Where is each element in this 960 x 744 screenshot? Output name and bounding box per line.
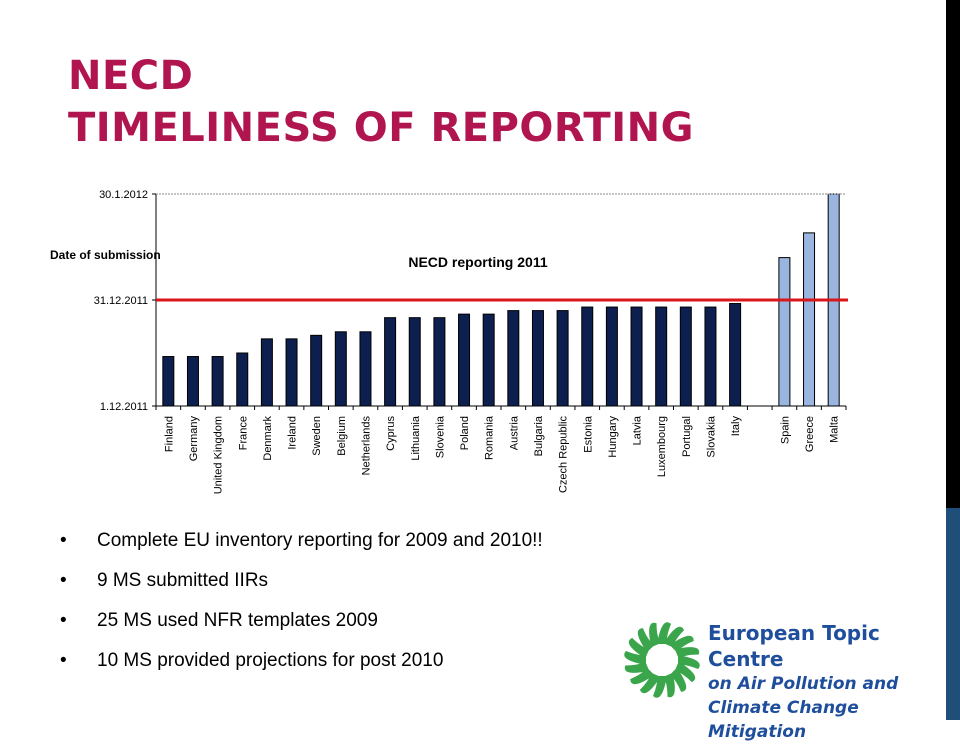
bar-italy [729,303,742,407]
etc-logo: European Topic Centre on Air Pollution a… [620,612,930,742]
x-tick-label: United Kingdom [213,416,225,494]
bar-finland [162,356,175,407]
x-tick-label: Finland [163,416,175,452]
logo-ray [637,628,655,653]
x-tick-labels: Finland Germany United Kingdom France Denmar… [163,415,840,494]
y-tick-label: 31.12.2011 [94,295,148,307]
x-tick-label: Portugal [681,416,693,457]
bar-estonia [581,306,594,407]
logo-ray [678,655,700,669]
bar-sweden [310,334,323,407]
bar-united-kingdom [211,356,224,407]
logo-ray [628,637,650,659]
bullet-item: • Complete EU inventory reporting for 200… [60,524,543,564]
bars-layer [155,193,847,410]
bar-netherlands [359,331,372,407]
logo-ray [669,667,687,692]
bar-czech-republic [556,310,569,407]
logo-ray [657,622,671,644]
logo-ray [649,622,661,648]
bar-germany [186,356,199,407]
x-tick-label: Netherlands [360,416,372,476]
bar-latvia [630,306,643,407]
logo-line-1: European Topic Centre [708,621,880,671]
x-tick-label: Estonia [582,415,594,453]
slide-title: NECD TIMELINESS OF REPORTING [68,50,694,154]
logo-ray [663,626,685,648]
x-tick-label: Greece [804,416,816,452]
y-tick-label: 30.1.2012 [99,189,148,201]
bullet-item: • 10 MS provided projections for post 201… [60,644,543,684]
bar-cyprus [384,317,397,407]
x-tick-label: Denmark [262,416,274,461]
bullet-item: • 25 MS used NFR templates 2009 [60,604,543,644]
bar-belgium [334,331,347,407]
bullet-text: 25 MS used NFR templates 2009 [97,610,378,631]
bar-slovenia [433,317,446,407]
logo-line-3: Climate Change Mitigation [708,698,859,742]
x-tick-label: France [237,416,249,450]
bar-hungary [605,306,618,407]
star-ring-icon [624,622,700,698]
x-tick-label: Malta [829,415,841,443]
logo-ray [669,635,694,653]
x-tick-label: Spain [779,416,791,444]
bullet-list: • Complete EU inventory reporting for 200… [60,524,543,684]
x-tick-label: Hungary [607,416,619,458]
bar-portugal [679,306,692,407]
bar-luxembourg [655,306,668,407]
x-tick-label: Germany [188,416,200,462]
x-tick-label: Poland [459,416,471,450]
bullet-dot: • [60,650,67,671]
bar-poland [458,313,471,407]
x-tick-label: Latvia [632,415,644,445]
bar-austria [507,310,520,407]
bullet-item: • 9 MS submitted IIRs [60,564,543,604]
x-tick-label: Slovenia [434,415,446,458]
bullet-dot: • [60,530,67,551]
bar-ireland [285,338,298,407]
bar-spain [778,257,791,407]
x-tick-label: Luxembourg [656,416,668,477]
bar-greece [803,232,816,407]
necd-bar-chart: 1.12.2011 31.12.2011 30.1.2012 Finland Germ… [50,189,848,494]
x-tick-label: Austria [508,415,520,450]
bullet-text: 9 MS submitted IIRs [97,570,269,591]
bullet-dot: • [60,570,67,591]
bar-bulgaria [531,310,544,407]
bar-slovakia [704,306,717,407]
bullet-text: 10 MS provided projections for post 2010 [97,650,444,671]
x-tick-label: Sweden [311,416,323,456]
x-tick-label: Ireland [287,416,299,450]
x-tick-label: Lithuania [410,415,422,461]
y-axis-label: Date of submission [50,248,161,262]
x-tick-label: Romania [484,415,496,460]
chart-title: NECD reporting 2011 [408,254,547,270]
logo-ray [630,667,655,685]
x-tick-label: Italy [730,416,742,437]
bar-france [236,352,249,407]
x-tick-label: Cyprus [385,416,397,451]
bar-romania [482,313,495,407]
y-tick-label: 1.12.2011 [100,401,148,413]
logo-ray [653,676,667,698]
x-tick-label: Slovakia [705,415,717,457]
title-line-1: NECD [68,53,194,99]
bullet-text: Complete EU inventory reporting for 2009… [97,530,543,551]
x-tick-label: Bulgaria [533,415,545,456]
y-tick-labels: 1.12.2011 31.12.2011 30.1.2012 [94,189,156,413]
x-tick-label: Czech Republic [558,416,570,494]
logo-ray [674,661,696,683]
right-edge-accent [946,508,960,720]
logo-ray [624,651,646,665]
logo-line-2: on Air Pollution and [708,674,899,694]
logo-ray [639,672,661,694]
logo-text: European Topic Centre on Air Pollution a… [708,620,930,744]
bar-lithuania [408,317,421,407]
title-line-2: TIMELINESS OF REPORTING [68,105,694,151]
x-tick-label: Belgium [336,416,348,456]
bullet-dot: • [60,610,67,631]
bar-denmark [260,338,273,407]
